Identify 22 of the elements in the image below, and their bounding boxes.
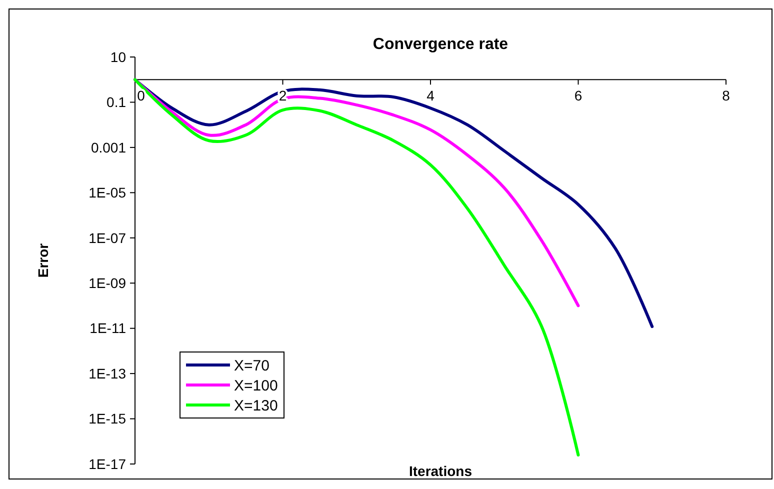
x-tick-label: 8 [722,88,730,104]
chart-title: Convergence rate [372,36,508,53]
y-tick-label: 1E-15 [88,410,126,427]
y-axis-title: Error [35,242,51,278]
y-tick-label: 10 [110,48,126,65]
y-tick-label: 0.1 [106,94,126,110]
y-tick-label: 0.001 [90,139,126,156]
x-tick-label: 0 [137,88,146,104]
y-tick-label: 1E-17 [88,456,126,472]
legend-label: X=70 [234,357,270,374]
x-tick-label: 4 [426,88,435,104]
legend-label: X=130 [234,397,278,414]
line-series [134,78,580,456]
x-tick-label: 6 [574,88,582,104]
y-tick-label: 1E-05 [88,184,126,201]
y-tick-label: 1E-07 [88,230,126,246]
y-tick-label: 1E-09 [88,275,126,292]
x-axis-title: Iterations [408,463,472,479]
line-series [134,78,580,308]
y-tick-label: 1E-11 [90,320,126,336]
y-tick-label: 1E-13 [88,365,126,382]
legend-label: X=100 [234,377,278,394]
